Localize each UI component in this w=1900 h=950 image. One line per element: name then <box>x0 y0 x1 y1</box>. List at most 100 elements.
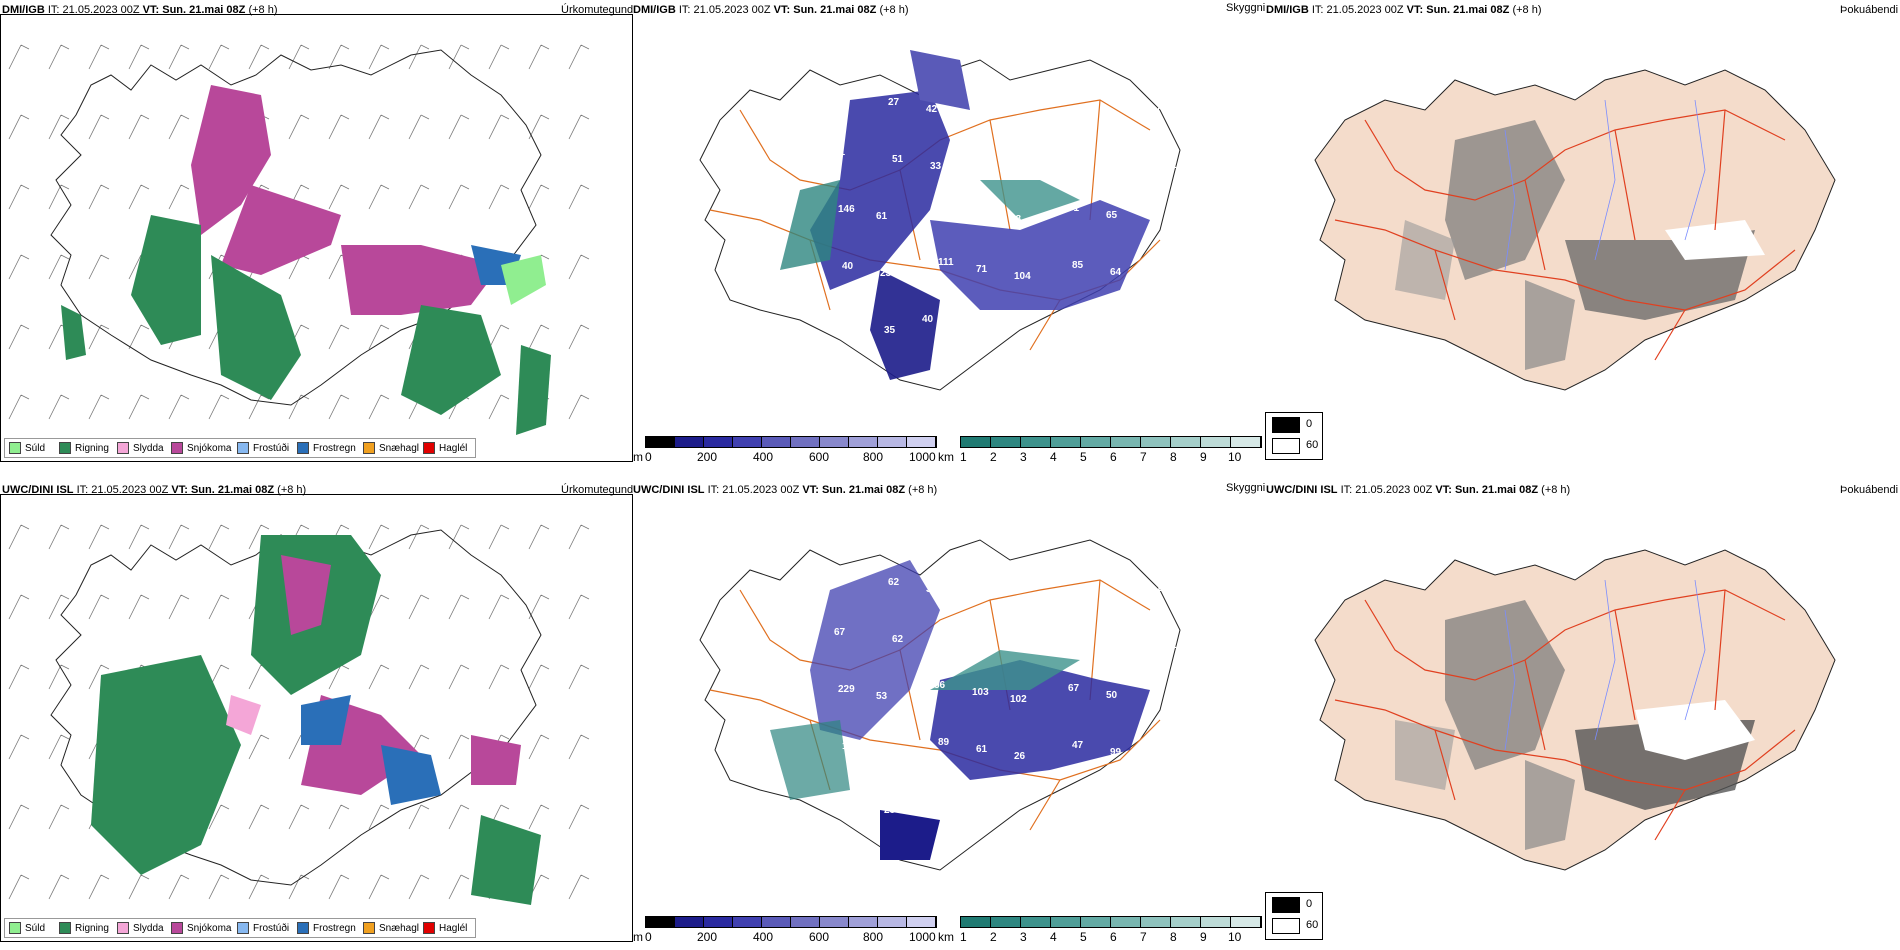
colorbar-tick: 4 <box>1050 450 1057 464</box>
it-value: 21.05.2023 00Z <box>62 4 140 16</box>
visibility-value-label: 50 <box>1102 633 1114 644</box>
legend-label: Frostúði <box>253 922 290 934</box>
colorbar-tick: 10 <box>1228 930 1242 944</box>
visibility-value-label: 62 <box>1060 587 1072 598</box>
visibility-value-label: 74 <box>968 150 980 161</box>
colorbar-tick: 1000 <box>909 450 936 464</box>
visibility-value-label: 53 <box>876 691 888 702</box>
visibility-value-label: 42 <box>926 104 938 115</box>
visibility-colorbar-m: m 0 200 400 600 800 1000 <box>633 436 938 466</box>
vt-value: Sun. 21.mai 08Z <box>162 4 246 16</box>
colorbar-tick: 2 <box>990 930 997 944</box>
road-network <box>1334 589 1796 841</box>
panel-title: DMI/IGB IT: 21.05.2023 00Z VT: Sun. 21.m… <box>1266 4 1542 16</box>
visibility-value-label: 70 <box>830 375 842 386</box>
legend-swatch <box>59 442 71 454</box>
visibility-value-label: 67 <box>834 627 846 638</box>
visibility-value-label: 19 <box>1156 583 1168 594</box>
visibility-value-label: 93 <box>880 748 892 759</box>
colorbar-tick: 800 <box>863 930 884 944</box>
visibility-value-label: 27 <box>888 97 900 108</box>
colorbar-tick: 6 <box>1110 450 1117 464</box>
legend-swatch <box>9 922 21 934</box>
model-name: DMI/IGB <box>1266 4 1309 16</box>
fog-map <box>1314 549 1836 871</box>
visibility-value-label: 56 <box>934 680 946 691</box>
fog-legend-low: 60 <box>1306 439 1319 451</box>
visibility-value-label: 48 <box>1056 317 1068 328</box>
visibility-colorbar-km: km 1 2 3 4 5 6 7 8 9 10 <box>938 916 1263 946</box>
vt-label: VT: <box>1406 4 1424 16</box>
panel-title: DMI/IGB IT: 21.05.2023 00Z VT: Sun. 21.m… <box>633 4 909 16</box>
iceland-coastline <box>50 529 542 886</box>
vt-label: VT: <box>1435 484 1452 496</box>
visibility-value-label: 67 <box>1068 683 1080 694</box>
visibility-value-label: 58 <box>1148 736 1160 747</box>
visibility-value-label: 40 <box>842 261 854 272</box>
legend-label: Frostúði <box>253 442 290 454</box>
colorbar-tick: 7 <box>1140 450 1147 464</box>
model-name: UWC/DINI ISL <box>1266 484 1338 496</box>
legend-label: Rigning <box>75 442 109 454</box>
visibility-value-label: 234 <box>880 268 897 279</box>
it-label: IT: <box>1311 4 1324 16</box>
visibility-value-label: 99 <box>1110 747 1122 758</box>
colorbar-tick: 6 <box>1110 930 1117 944</box>
colorbar-tick: 800 <box>863 450 884 464</box>
visibility-value-label: 31 <box>834 147 846 158</box>
vt-value: Sun. 21.mai 08Z <box>190 484 275 496</box>
colorbar-tick: 8 <box>1170 930 1177 944</box>
fog-shading <box>1395 120 1765 370</box>
legend-swatch <box>237 442 249 454</box>
colorbar-tick: 0 <box>645 930 652 944</box>
visibility-value-label: 50 <box>1106 690 1118 701</box>
visibility-value-label: 28 <box>884 805 896 816</box>
visibility-value-label: 64 <box>1110 267 1122 278</box>
visibility-value-label: 44 <box>934 200 946 211</box>
precip-type-title: Úrkomutegund <box>561 484 634 496</box>
fog-title: Þokuábendi <box>1840 484 1899 496</box>
fog-map <box>1314 69 1836 391</box>
it-value: 21.05.2023 00Z <box>1326 4 1404 16</box>
colorbar-tick: 5 <box>1080 450 1087 464</box>
precip-type-map-frame <box>0 494 633 942</box>
visibility-value-label: 111 <box>938 257 954 268</box>
visibility-value-label: 69 <box>1164 217 1176 228</box>
precip-legend: Súld Rigning Slydda Snjókoma Frostúði Fr… <box>4 918 476 938</box>
legend-swatch <box>117 922 129 934</box>
visibility-map <box>699 50 1181 391</box>
precip-areas <box>91 535 541 905</box>
visibility-value-label: 61 <box>976 744 988 755</box>
legend-swatch <box>363 922 375 934</box>
colorbar-tick: 0 <box>645 450 652 464</box>
visibility-value-label: 107 <box>984 573 1001 584</box>
panel-title: DMI/IGB IT: 21.05.2023 00Z VT: Sun. 21.m… <box>2 4 278 16</box>
precip-legend: Súld Rigning Slydda Snjókoma Frostúði Fr… <box>4 438 476 458</box>
visibility-value-label: 146 <box>838 204 855 215</box>
visibility-value-label: 46 <box>972 207 984 218</box>
visibility-value-label: 30 <box>926 584 938 595</box>
visibility-value-label: 81 <box>1060 107 1072 118</box>
precip-type-map <box>8 524 590 905</box>
visibility-value-label: 192 <box>1160 640 1177 651</box>
iceland-coastline <box>50 49 542 406</box>
vt-value: Sun. 21.mai 08Z <box>1426 4 1510 16</box>
fog-title: Þokuábendi <box>1840 4 1899 16</box>
road-network <box>1334 109 1796 361</box>
visibility-value-label: 47 <box>1072 740 1084 751</box>
it-label: IT: <box>1340 484 1353 496</box>
legend-swatch <box>363 442 375 454</box>
visibility-value-label: 22 <box>1102 153 1114 164</box>
colorbar-tick: 400 <box>753 930 774 944</box>
visibility-value-label: 89 <box>938 737 950 748</box>
fog-shading <box>1395 600 1755 850</box>
visibility-value-label: 91 <box>1022 100 1034 111</box>
vt-value: Sun. 21.mai 08Z <box>793 4 877 16</box>
vt-label: VT: <box>802 484 819 496</box>
colorbar-tick: 1000 <box>909 930 936 944</box>
it-value: 21.05.2023 00Z <box>1355 484 1433 496</box>
visibility-value-label: 81 <box>830 90 842 101</box>
visibility-value-label: 62 <box>888 577 900 588</box>
legend-swatch <box>59 922 71 934</box>
visibility-value-label: 45 <box>1118 576 1130 587</box>
